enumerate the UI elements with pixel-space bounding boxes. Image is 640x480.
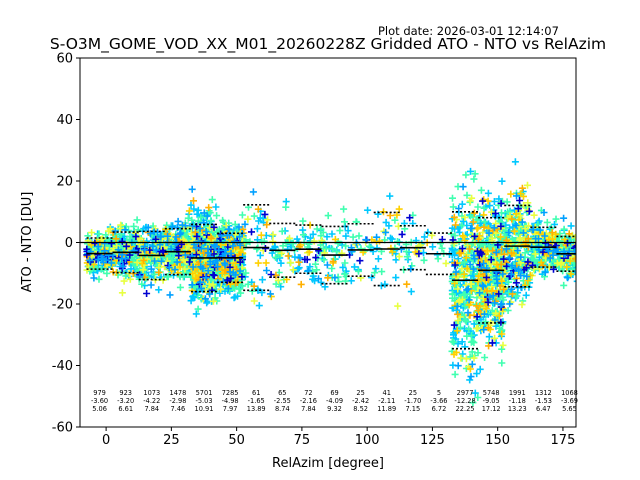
- x-tick-label: 75: [294, 433, 311, 448]
- bin-mean-label: -9.05: [483, 397, 500, 405]
- bin-std-label: 7.84: [301, 405, 316, 413]
- x-axis: 0 25 50 75 100 125 150 175: [102, 427, 575, 448]
- bin-mean-label: -2.55: [274, 397, 291, 405]
- bin-mean-label: -1.53: [535, 397, 552, 405]
- bin-mean-label: -3.60: [91, 397, 108, 405]
- x-tick-label: 25: [163, 433, 180, 448]
- bin-count-label: 72: [304, 389, 312, 397]
- y-tick-label: 20: [56, 175, 73, 190]
- y-tick-label: 40: [56, 113, 73, 128]
- x-tick-label: 150: [485, 433, 510, 448]
- bin-mean-label: -2.42: [352, 397, 369, 405]
- scatter-marker-group: [86, 183, 576, 381]
- bin-count-label: 5: [437, 389, 441, 397]
- bin-std-label: 11.89: [377, 405, 396, 413]
- bin-std-label: 5.65: [562, 405, 577, 413]
- bin-std-label: 17.12: [482, 405, 501, 413]
- bin-count-label: 61: [252, 389, 260, 397]
- bin-std-label: 13.89: [247, 405, 266, 413]
- bin-mean-label: -3.69: [561, 397, 578, 405]
- bin-mean-label: -3.20: [117, 397, 134, 405]
- bin-statistics: 979-3.605.06923-3.206.611073-4.227.84147…: [91, 389, 578, 413]
- x-tick-label: 125: [420, 433, 445, 448]
- x-axis-label: RelAzim [degree]: [272, 456, 384, 471]
- bin-mean-label: -3.66: [430, 397, 447, 405]
- plot-date: Plot date: 2026-03-01 12:14:07: [378, 24, 559, 38]
- bin-count-label: 1478: [170, 389, 187, 397]
- bin-count-label: 69: [330, 389, 338, 397]
- bin-std-label: 22.25: [456, 405, 475, 413]
- bin-std-label: 8.74: [275, 405, 290, 413]
- bin-mean-label: -5.03: [195, 397, 212, 405]
- bin-mean-label: -2.98: [169, 397, 186, 405]
- bin-mean-label: -1.18: [509, 397, 526, 405]
- bin-std-label: 7.15: [405, 405, 420, 413]
- bin-std-label: 6.61: [118, 405, 133, 413]
- bin-mean-label: -1.65: [248, 397, 265, 405]
- y-tick-label: -20: [52, 298, 73, 313]
- bin-std-label: 9.32: [327, 405, 342, 413]
- bin-std-label: 7.46: [171, 405, 186, 413]
- bin-count-label: 1991: [509, 389, 526, 397]
- bin-count-label: 1068: [561, 389, 578, 397]
- bin-count-label: 25: [356, 389, 364, 397]
- bin-std-label: 6.47: [536, 405, 551, 413]
- bin-mean-label: -4.98: [222, 397, 239, 405]
- bin-count-label: 979: [93, 389, 106, 397]
- bin-mean-label: -4.22: [143, 397, 160, 405]
- x-tick-label: 0: [102, 433, 110, 448]
- y-tick-label: 60: [56, 52, 73, 67]
- bin-mean-label: -1.70: [404, 397, 421, 405]
- bin-mean-label: -4.09: [326, 397, 343, 405]
- y-tick-label: -60: [52, 421, 73, 436]
- bin-std-label: 7.97: [223, 405, 238, 413]
- y-tick-label: 0: [65, 236, 73, 251]
- bin-std-label: 10.91: [195, 405, 214, 413]
- bin-count-label: 41: [383, 389, 391, 397]
- bin-std-label: 5.06: [92, 405, 107, 413]
- y-tick-label: -40: [52, 359, 73, 374]
- x-tick-label: 50: [228, 433, 245, 448]
- bin-mean-label: -2.11: [378, 397, 395, 405]
- bin-count-label: 5748: [483, 389, 500, 397]
- y-axis-label: ATO - NTO [DU]: [20, 192, 35, 293]
- bin-count-label: 25: [409, 389, 417, 397]
- bin-count-label: 923: [119, 389, 132, 397]
- bin-std-label: 13.23: [508, 405, 527, 413]
- chart-title: S-O3M_GOME_VOD_XX_M01_20260228Z Gridded …: [50, 35, 606, 54]
- x-tick-label: 100: [355, 433, 380, 448]
- bin-std-label: 8.52: [353, 405, 368, 413]
- bin-std-label: 7.84: [144, 405, 159, 413]
- bin-count-label: 5701: [196, 389, 213, 397]
- y-axis: -60 -40 -20 0 20 40 60: [52, 52, 80, 436]
- x-tick-label: 175: [551, 433, 576, 448]
- bin-count-label: 2977: [457, 389, 474, 397]
- bin-count-label: 1312: [535, 389, 552, 397]
- bin-mean-label: -2.16: [300, 397, 317, 405]
- bin-count-label: 7285: [222, 389, 239, 397]
- bin-mean-label: -12.28: [454, 397, 475, 405]
- bin-lines: [80, 204, 576, 350]
- bin-std-label: 6.72: [432, 405, 447, 413]
- bin-count-label: 65: [278, 389, 286, 397]
- bin-count-label: 1073: [143, 389, 160, 397]
